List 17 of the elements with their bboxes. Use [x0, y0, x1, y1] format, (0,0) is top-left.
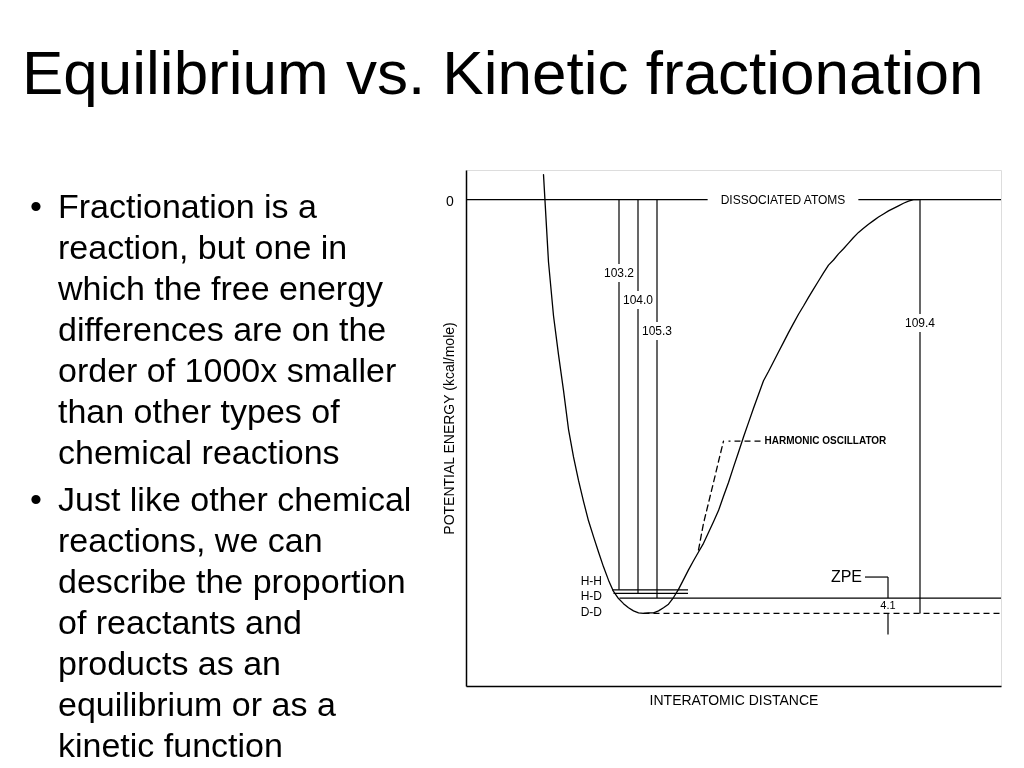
ref-line-label: H-H — [580, 573, 602, 588]
annotation: 109.4 — [904, 316, 936, 330]
chart-title: Equilibrium vs. Kinetic fractionation — [22, 38, 984, 107]
legend-label: HARMONIC OSCILLATOR — [764, 435, 888, 447]
annotation: 103.2 — [603, 266, 635, 280]
ref-line-label: DISSOCIATED ATOMS — [720, 192, 846, 207]
annotation: 4.1 — [880, 598, 896, 611]
ref-line-label: D-D — [580, 605, 603, 620]
annotation: ZPE — [830, 568, 862, 586]
annotation: 104.0 — [622, 293, 654, 307]
text: 0 — [446, 192, 455, 209]
y-axis-title: POTENTIAL ENERGY (kcal/mole) — [440, 322, 457, 535]
text: • Just like other chemical reactions, we can describe the proportion of reactants and products as an equilibrium or as a kinetic function — [30, 480, 412, 764]
ref-line-label: H-D — [580, 589, 603, 604]
x-axis-title: INTERATOMIC DISTANCE — [649, 691, 819, 708]
annotation: 105.3 — [641, 324, 673, 338]
text: • Fractionation is a reaction, but one in which the free energy differences are on the order of 1000x smaller than other types of chemical reactions — [30, 187, 397, 471]
